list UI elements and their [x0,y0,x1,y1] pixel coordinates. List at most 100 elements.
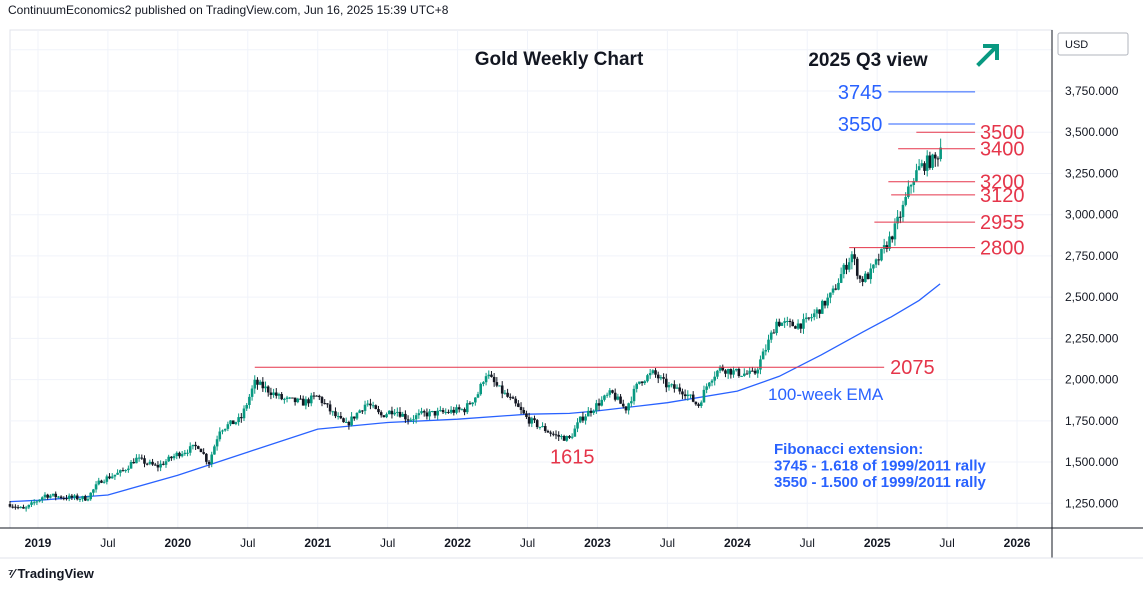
candle-body [94,484,98,490]
candle-body [62,498,66,500]
candle-body [296,398,300,403]
candle-body [831,288,835,293]
candle-body [280,394,283,400]
candle-body [708,382,711,387]
candle-body [145,463,149,465]
candle-body [331,411,335,413]
candle-body [318,395,321,398]
candle-body [369,403,372,406]
candle-body [51,493,55,496]
candle-body [552,433,555,435]
candle-body [691,394,695,402]
candle-body [882,245,886,249]
candle-body [328,404,332,412]
candle-body [812,313,816,318]
candle-body [127,468,130,471]
candle-body [379,412,383,416]
candle-body [514,398,517,404]
candle-body [726,368,730,374]
candle-body [936,158,940,160]
fib-note-line: 3550 - 1.500 of 1999/2011 rally [774,474,986,491]
candle-body [713,376,717,381]
candle-body [269,392,273,396]
candle-body [847,262,851,270]
candle-body [904,197,907,205]
annotations-layer: 1615 Gold Weekly Chart 2025 Q3 view 100-wee… [475,44,999,491]
candle-body [433,411,437,416]
candle-body [452,409,456,413]
y-tick-label: 3,000.000 [1065,208,1119,222]
candle-body [923,163,926,171]
candle-body [538,426,542,428]
candle-body [796,323,800,329]
candle-body [613,392,617,400]
candle-body [912,181,916,186]
candle-body [293,397,297,403]
candle-body [226,424,230,429]
candle-body [404,413,407,420]
level-label-3500: 3500 [980,122,1025,144]
candle-body [382,415,386,418]
candle-body [32,502,36,504]
candle-body [635,383,639,389]
candle-body [194,444,197,447]
candle-body [460,409,464,411]
candle-body [834,288,838,290]
candle-body [630,401,633,404]
candle-body [167,456,170,462]
candle-body [14,506,17,508]
candle-body [191,444,195,447]
candle-body [925,155,929,171]
candle-body [156,464,160,468]
candle-body [425,412,429,417]
candle-body [775,321,778,334]
candle-body [901,204,905,218]
level-label-3745: 3745 [838,82,883,104]
candle-body [285,397,289,399]
candle-body [710,380,714,383]
candle-body [471,402,474,405]
candle-body [815,309,819,314]
candle-body [664,378,668,388]
candle-body [686,394,690,397]
candle-body [517,403,520,407]
candle-body [648,373,652,376]
candle-body [135,457,138,464]
candle-body [659,377,663,379]
candle-body [358,410,361,413]
candle-body [939,147,942,160]
candle-body [148,461,152,464]
candle-body [315,395,318,397]
candle-body [917,166,921,171]
candle-body [662,377,665,379]
candle-body [933,154,937,159]
candle-body [100,480,103,483]
candle-body [640,381,644,384]
candle-body [772,332,776,334]
candle-body [753,370,757,374]
x-tick-label: 2019 [25,536,52,550]
candle-body [740,375,743,377]
candle-body [885,245,889,249]
candle-body [27,504,31,508]
candle-body [745,373,749,375]
level-label-3120: 3120 [980,185,1025,207]
candle-body [393,412,396,415]
x-tick-label: 2026 [1004,536,1031,550]
y-tick-label: 2,500.000 [1065,290,1119,304]
candle-body [807,317,811,319]
candle-body [363,404,367,411]
candle-body [129,461,133,469]
candle-body [734,368,738,371]
candle-body [258,381,262,385]
candle-body [172,456,176,459]
candle-body [689,394,692,396]
candle-body [344,421,348,423]
candle-body [430,411,434,413]
footer-brand[interactable]: ⁷⁄ TradingView [8,566,94,581]
candle-body [500,385,504,394]
candle-body [202,452,205,454]
candle-body [479,383,483,395]
candle-body [250,388,254,397]
